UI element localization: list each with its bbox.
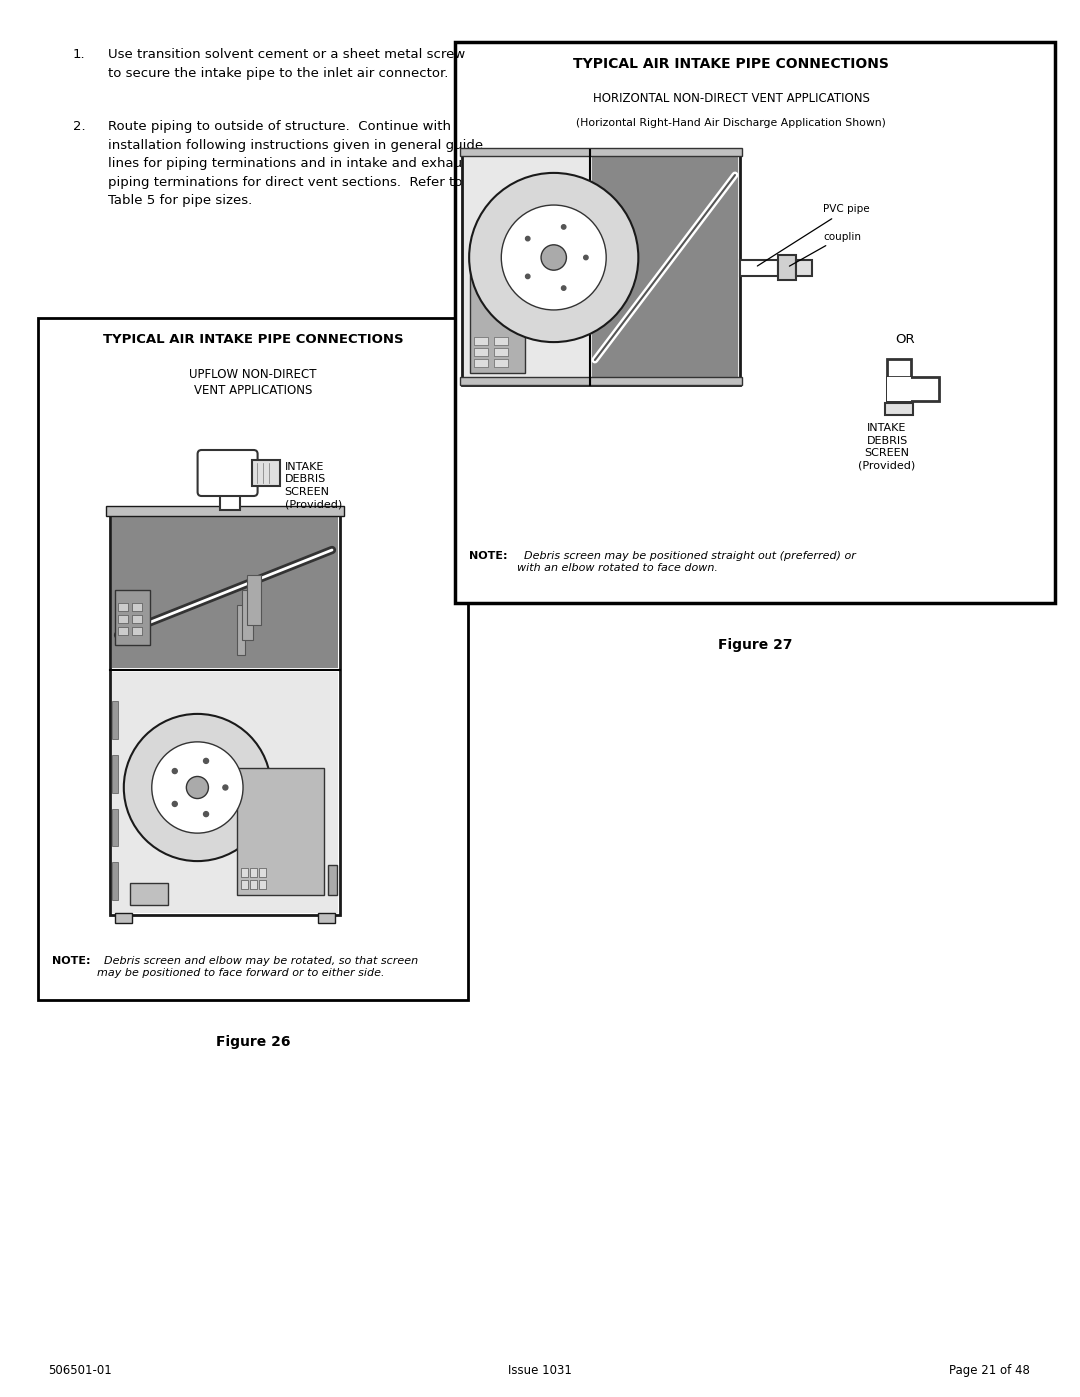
Bar	[249, 880, 257, 888]
Bar	[241, 868, 247, 877]
Bar	[118, 604, 129, 610]
Bar	[778, 256, 796, 279]
Bar	[112, 754, 118, 792]
Bar	[112, 701, 118, 739]
Bar	[114, 590, 150, 645]
Bar	[258, 868, 266, 877]
Bar	[328, 865, 337, 895]
Bar	[132, 615, 141, 623]
Text: NOTE:: NOTE:	[52, 956, 91, 965]
Text: 1.: 1.	[73, 47, 85, 61]
Text: 506501-01: 506501-01	[48, 1363, 111, 1377]
Bar	[258, 880, 266, 888]
Bar	[38, 319, 468, 1000]
Bar	[132, 604, 141, 610]
Circle shape	[541, 244, 566, 270]
Text: HORIZONTAL NON-DIRECT VENT APPLICATIONS: HORIZONTAL NON-DIRECT VENT APPLICATIONS	[593, 92, 869, 105]
Circle shape	[583, 256, 589, 260]
Bar	[110, 510, 340, 915]
Bar	[112, 809, 118, 847]
Text: Debris screen and elbow may be rotated, so that screen
may be positioned to face: Debris screen and elbow may be rotated, …	[97, 956, 418, 978]
Bar	[252, 460, 280, 486]
FancyBboxPatch shape	[198, 450, 258, 496]
Bar	[241, 880, 247, 888]
Bar	[592, 152, 738, 383]
Bar	[118, 627, 129, 636]
Bar	[474, 337, 488, 345]
Bar	[474, 348, 488, 356]
Bar	[494, 348, 508, 356]
Circle shape	[152, 742, 243, 833]
Text: OR: OR	[895, 332, 915, 346]
Bar	[460, 148, 742, 156]
Circle shape	[203, 812, 208, 817]
Text: Route piping to outside of structure.  Continue with
installation following inst: Route piping to outside of structure. Co…	[108, 120, 483, 207]
Bar	[118, 615, 129, 623]
Bar	[494, 359, 508, 367]
Circle shape	[222, 785, 228, 789]
Bar	[132, 627, 141, 636]
Text: TYPICAL AIR INTAKE PIPE CONNECTIONS: TYPICAL AIR INTAKE PIPE CONNECTIONS	[573, 57, 889, 71]
Bar	[242, 590, 253, 640]
Text: TYPICAL AIR INTAKE PIPE CONNECTIONS: TYPICAL AIR INTAKE PIPE CONNECTIONS	[103, 332, 403, 346]
Bar	[455, 42, 1055, 604]
Text: NOTE:: NOTE:	[469, 550, 508, 562]
Circle shape	[562, 225, 566, 229]
Circle shape	[469, 173, 638, 342]
Text: (Horizontal Right-Hand Air Discharge Application Shown): (Horizontal Right-Hand Air Discharge App…	[576, 117, 886, 129]
Bar	[796, 260, 812, 275]
Bar	[885, 404, 913, 415]
Text: 2.: 2.	[73, 120, 85, 133]
Bar	[887, 377, 912, 401]
Circle shape	[124, 714, 271, 861]
Text: Figure 26: Figure 26	[216, 1035, 291, 1049]
Bar	[246, 576, 260, 624]
Bar	[112, 672, 338, 914]
Text: UPFLOW NON-DIRECT
VENT APPLICATIONS: UPFLOW NON-DIRECT VENT APPLICATIONS	[189, 367, 316, 398]
Text: Debris screen may be positioned straight out (preferred) or
with an elbow rotate: Debris screen may be positioned straight…	[517, 550, 855, 573]
Bar	[494, 337, 508, 345]
Circle shape	[526, 274, 530, 278]
Circle shape	[173, 768, 177, 774]
Bar	[462, 149, 740, 386]
Circle shape	[526, 236, 530, 240]
Text: Page 21 of 48: Page 21 of 48	[949, 1363, 1030, 1377]
Bar	[112, 862, 118, 900]
Bar	[887, 377, 939, 401]
Text: couplin: couplin	[789, 232, 861, 267]
Bar	[740, 260, 778, 275]
Text: INTAKE
DEBRIS
SCREEN
(Provided): INTAKE DEBRIS SCREEN (Provided)	[285, 462, 342, 509]
Bar	[219, 490, 240, 510]
Bar	[114, 914, 132, 923]
Text: Issue 1031: Issue 1031	[508, 1363, 572, 1377]
Text: Use transition solvent cement or a sheet metal screw
to secure the intake pipe t: Use transition solvent cement or a sheet…	[108, 47, 465, 80]
Bar	[887, 359, 912, 401]
Circle shape	[562, 286, 566, 291]
Bar	[112, 515, 338, 668]
Text: PVC pipe: PVC pipe	[757, 204, 869, 265]
Bar	[237, 767, 324, 895]
Bar	[474, 359, 488, 367]
Circle shape	[203, 759, 208, 763]
Bar	[130, 883, 168, 905]
Circle shape	[187, 777, 208, 799]
Bar	[318, 914, 335, 923]
Bar	[237, 605, 244, 655]
Circle shape	[501, 205, 606, 310]
Bar	[106, 506, 345, 515]
Text: Figure 27: Figure 27	[718, 638, 793, 652]
Circle shape	[173, 802, 177, 806]
Bar	[249, 868, 257, 877]
Bar	[470, 260, 525, 373]
Bar	[460, 377, 742, 386]
Text: INTAKE
DEBRIS
SCREEN
(Provided): INTAKE DEBRIS SCREEN (Provided)	[859, 423, 916, 471]
